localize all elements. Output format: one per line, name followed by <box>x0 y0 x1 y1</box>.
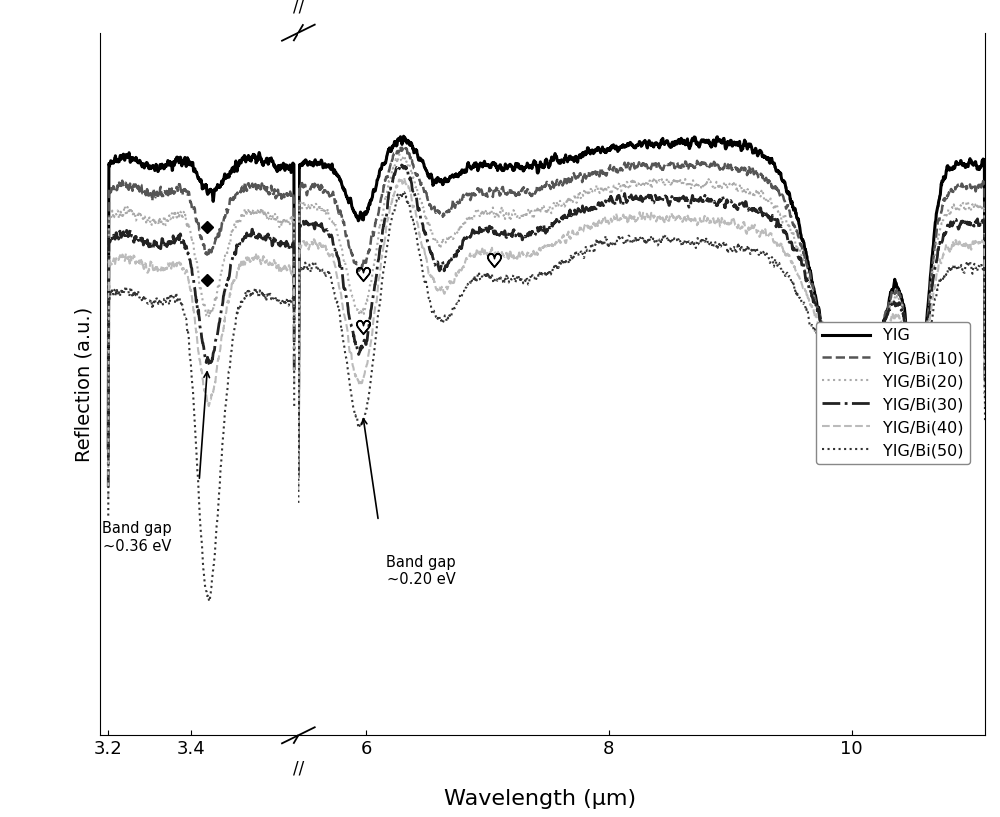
Text: Band gap
~0.36 eV: Band gap ~0.36 eV <box>102 521 172 554</box>
Text: Band gap
~0.20 eV: Band gap ~0.20 eV <box>386 555 456 587</box>
Legend: YIG, YIG/Bi(10), YIG/Bi(20), YIG/Bi(30), YIG/Bi(40), YIG/Bi(50): YIG, YIG/Bi(10), YIG/Bi(20), YIG/Bi(30),… <box>816 322 970 464</box>
Text: Wavelength (μm): Wavelength (μm) <box>444 789 636 809</box>
Text: //: // <box>293 0 304 16</box>
Y-axis label: Reflection (a.u.): Reflection (a.u.) <box>74 306 93 462</box>
Text: //: // <box>293 760 304 778</box>
